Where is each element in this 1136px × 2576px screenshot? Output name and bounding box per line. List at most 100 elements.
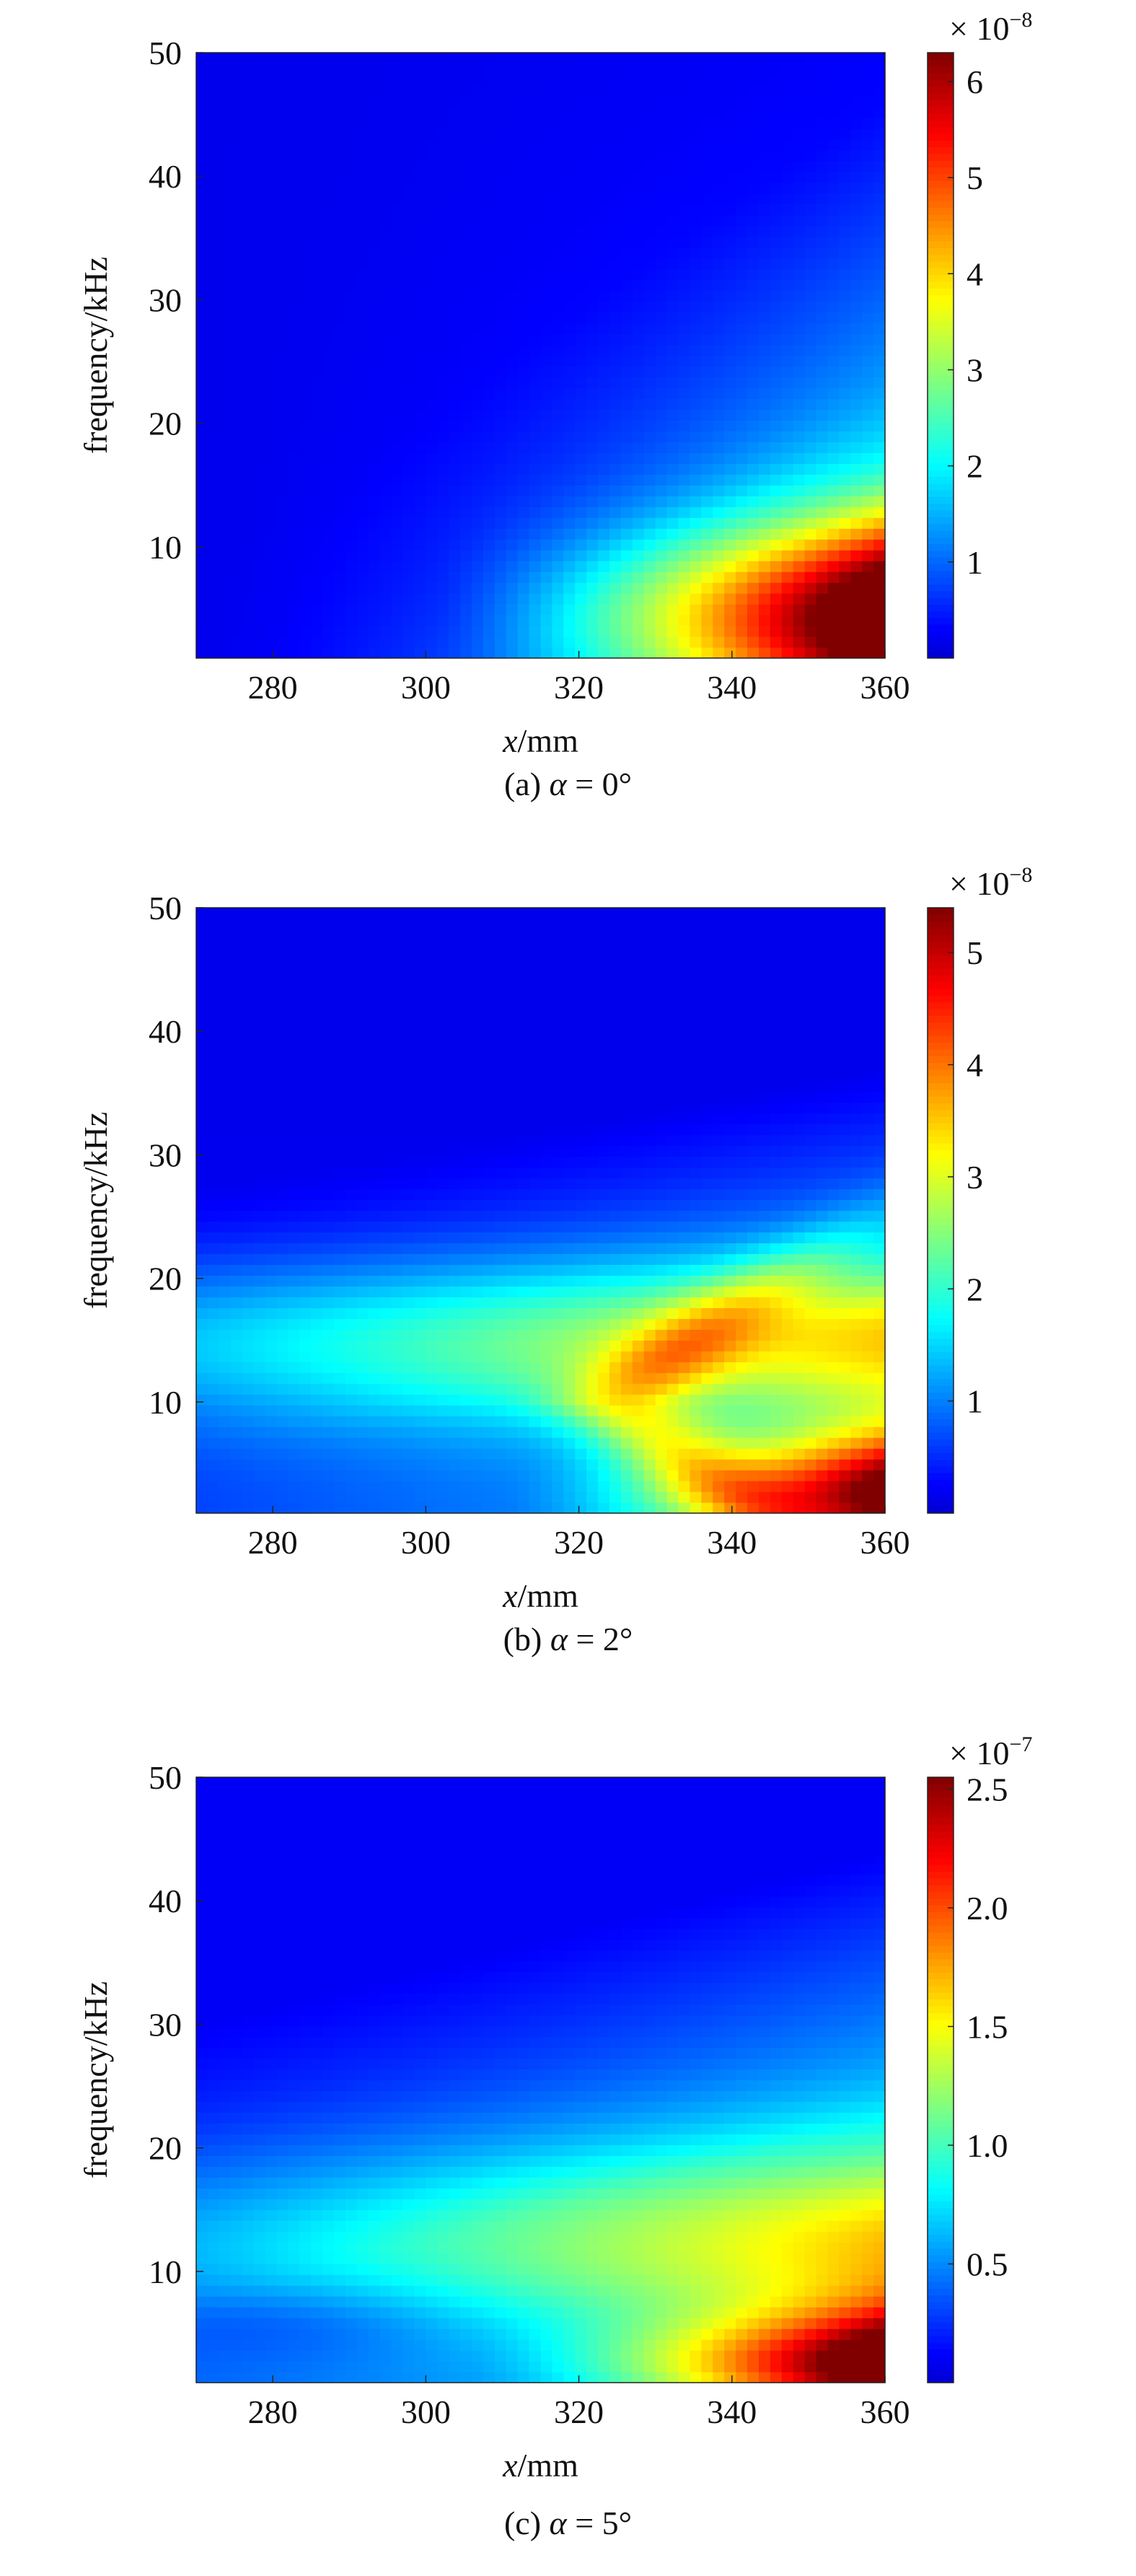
heatmap-cell	[839, 269, 851, 281]
heatmap-cell	[724, 118, 736, 129]
heatmap-cell	[392, 1124, 404, 1136]
heatmap-cell	[862, 420, 874, 431]
heatmap-cell	[472, 312, 484, 324]
heatmap-cell	[759, 204, 771, 216]
heatmap-cell	[770, 280, 783, 292]
heatmap-cell	[242, 226, 255, 237]
heatmap-cell	[369, 1070, 381, 1082]
heatmap-cell	[288, 1394, 300, 1406]
heatmap-cell	[414, 1459, 426, 1471]
heatmap-cell	[219, 485, 232, 496]
heatmap-cell	[265, 161, 278, 172]
heatmap-cell	[357, 1178, 369, 1190]
heatmap-cell	[862, 204, 874, 216]
heatmap-cell	[288, 53, 300, 64]
heatmap-cell	[288, 183, 300, 194]
heatmap-cell	[322, 994, 335, 1006]
colorbar-segment	[928, 496, 954, 504]
heatmap-cell	[633, 366, 645, 377]
heatmap-cell	[311, 604, 323, 615]
heatmap-cell	[334, 994, 346, 1006]
heatmap-cell	[414, 1286, 426, 1297]
heatmap-cell	[414, 172, 426, 183]
heatmap-cell	[782, 280, 794, 292]
heatmap-cell	[713, 356, 725, 367]
heatmap-cell	[311, 496, 323, 507]
heatmap-cell	[805, 118, 817, 129]
heatmap-cell	[506, 571, 519, 583]
heatmap-cell	[586, 528, 599, 540]
heatmap-cell	[759, 334, 771, 346]
heatmap-cell	[563, 345, 576, 356]
heatmap-cell	[495, 1124, 507, 1136]
heatmap-cell	[299, 1178, 312, 1190]
heatmap-cell	[805, 258, 817, 270]
heatmap-cell	[449, 507, 461, 518]
heatmap-cell	[586, 96, 599, 108]
heatmap-cell	[334, 74, 346, 86]
heatmap-cell	[701, 161, 713, 172]
heatmap-cell	[380, 1211, 392, 1222]
heatmap-cell	[414, 1297, 426, 1308]
heatmap-cell	[759, 550, 771, 561]
heatmap-cell	[369, 1200, 381, 1212]
heatmap-cell	[472, 1113, 484, 1125]
heatmap-cell	[483, 356, 496, 367]
heatmap-cell	[208, 1124, 220, 1136]
heatmap-cell	[208, 247, 220, 259]
heatmap-cell	[529, 139, 542, 151]
heatmap-cell	[633, 496, 645, 507]
heatmap-cell	[736, 442, 748, 453]
heatmap-cell	[586, 550, 599, 561]
heatmap-cell	[793, 452, 806, 464]
heatmap-cell	[357, 593, 369, 605]
heatmap-cell	[460, 1243, 472, 1254]
heatmap-cell	[541, 258, 553, 270]
heatmap-cell	[403, 377, 415, 388]
heatmap-cell	[541, 193, 553, 205]
heatmap-cell	[656, 334, 668, 346]
heatmap-cell	[231, 919, 243, 930]
heatmap-cell	[483, 1394, 496, 1406]
y-tick-label: 30	[149, 281, 182, 318]
heatmap-cell	[254, 1135, 266, 1147]
heatmap-cell	[839, 485, 851, 496]
heatmap-cell	[460, 1027, 472, 1038]
heatmap-cell	[288, 161, 300, 172]
heatmap-cell	[437, 128, 449, 140]
heatmap-cell	[403, 247, 415, 259]
heatmap-cell	[426, 994, 438, 1006]
heatmap-cell	[793, 626, 806, 637]
heatmap-cell	[598, 615, 610, 626]
heatmap-cell	[449, 1146, 461, 1157]
heatmap-cell	[529, 161, 542, 172]
heatmap-cell	[805, 539, 817, 551]
heatmap-cell	[299, 107, 312, 118]
heatmap-cell	[426, 973, 438, 984]
heatmap-cell	[276, 1437, 289, 1449]
heatmap-cell	[598, 420, 610, 431]
heatmap-cell	[495, 1221, 507, 1232]
heatmap-cell	[242, 940, 255, 952]
heatmap-cell	[598, 258, 610, 270]
heatmap-cell	[736, 215, 748, 227]
heatmap-cell	[265, 561, 278, 572]
heatmap-cell	[414, 908, 426, 919]
x-tick-label: 280	[248, 669, 298, 706]
heatmap-cell	[483, 1059, 496, 1071]
heatmap-cell	[506, 139, 519, 151]
heatmap-cell	[276, 442, 289, 453]
heatmap-cell	[529, 128, 542, 140]
heatmap-cell	[265, 258, 278, 270]
heatmap-cell	[839, 291, 851, 302]
heatmap-cell	[242, 345, 255, 356]
heatmap-cell	[242, 636, 255, 648]
heatmap-cell	[518, 53, 530, 64]
heatmap-cell	[827, 561, 840, 572]
heatmap-cell	[460, 647, 472, 659]
heatmap-cell	[495, 226, 507, 237]
heatmap-cell	[449, 463, 461, 475]
heatmap-cell	[357, 96, 369, 108]
heatmap-cell	[265, 1038, 278, 1049]
heatmap-cell	[552, 226, 564, 237]
